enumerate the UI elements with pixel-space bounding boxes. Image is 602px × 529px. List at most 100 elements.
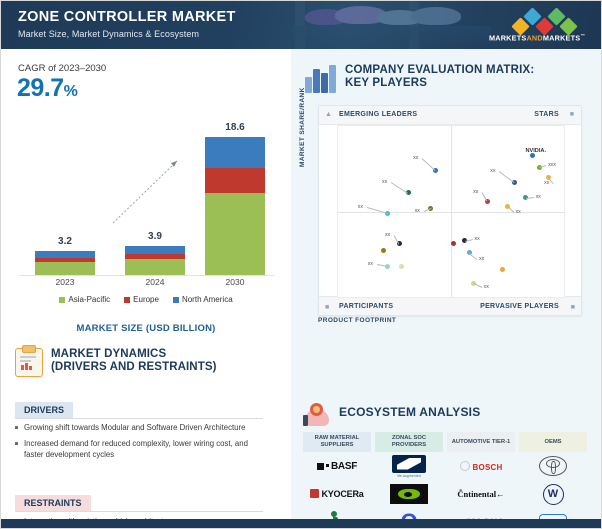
logo-trademark: ™ [580,33,586,38]
logo-continental: C̃ntinental← [457,489,505,499]
matrix-top-bar [319,106,581,125]
matrix-point[interactable] [380,248,386,254]
ecosystem-header-automotive-tier1: AUTOMOTIVE TIER-1 [447,432,515,452]
quadrant-label-participants: PARTICIPANTS [339,303,394,310]
ecosystem-title: ECOSYSTEM ANALYSIS [339,405,481,419]
legend-item-europe: Europe [124,295,159,304]
company-evaluation-matrix: ▲ ■ ■ ■ EMERGING LEADERS STARS PARTICIPA… [318,105,582,316]
legend-item-north-america: North America [172,295,233,304]
legend-label: Asia-Pacific [68,295,111,304]
x-label-1: 2024 [145,277,165,287]
bar-value-2030: 18.6 [225,122,245,133]
marketsandmarkets-logo: MARKETSANDMARKETS™ [485,7,589,43]
matrix-point-label: xx [382,178,388,185]
bars-icon: ■ [569,111,574,118]
matrix-point[interactable] [466,250,472,256]
bar-2023 [35,251,95,275]
footer-bar [1,519,601,528]
quadrant-label-emerging-leaders: EMERGING LEADERS [339,111,418,118]
matrix-point-label: xxx [548,162,556,169]
matrix-leader-line [468,252,478,260]
logo-text-mid: AND [526,33,543,43]
matrix-point-label: xx [515,209,521,216]
cagr-percent-sign: % [63,83,78,100]
legend-item-asia-pacific: Asia-Pacific [59,295,110,304]
x-label-0: 2023 [55,277,75,287]
market-dynamics-title-line2: (DRIVERS AND RESTRAINTS) [51,361,217,373]
cagr-number: 29.7 [17,74,64,102]
header-background-art [291,1,491,49]
ecosystem-column-oems: OEMS W gm [519,432,587,528]
right-column: COMPANY EVALUATION MATRIX: KEY PLAYERS ▲… [291,49,601,528]
market-dynamics-title: MARKET DYNAMICS (DRIVERS AND RESTRAINTS) [51,348,217,374]
logo-text-right: MARKETS [542,33,581,43]
logo-toyota [519,452,587,480]
x-label-2: 2030 [225,277,245,287]
network-icon: ■ [570,304,575,311]
logo-volkswagen: W [519,480,587,508]
bar-2024 [125,246,185,275]
matrix-point[interactable] [500,267,506,273]
chart-up-icon: ▲ [325,111,332,118]
bar-segment-north-america [125,246,185,255]
quadrant-label-stars: STARS [534,111,559,118]
ecosystem-header-zonal-soc: ZONAL SOC PROVIDERS [375,432,443,452]
matrix-point-label: xx [357,204,363,211]
legend-swatch [59,296,66,303]
matrix-x-axis-label: PRODUCT FOOTPRINT [318,317,397,324]
quadrant-label-pervasive-players: PERVASIVE PLAYERS [480,303,559,310]
legend-swatch [124,296,131,303]
logo-bosch: BOSCH [447,452,515,480]
matrix-point[interactable] [471,280,477,286]
matrix-point-label: xx [367,261,373,268]
market-size-bar-chart: 3.2 3.9 18.6 [19,111,275,276]
matrix-point[interactable] [450,241,456,247]
matrix-leader-line [473,283,482,289]
bar-segment-asia-pacific [35,262,95,275]
ecosystem-header-raw-material: RAW MATERIAL SUPPLIERS [303,432,371,452]
matrix-point-label: xx [490,168,496,175]
logo-nvidia [375,480,443,508]
matrix-point-label: xx [483,284,489,291]
matrix-point[interactable] [428,205,434,211]
bar-segment-north-america [205,137,265,169]
logo-basf: BASF [303,452,371,480]
legend-swatch [172,296,179,303]
ecosystem-column-automotive-tier1: AUTOMOTIVE TIER-1 BOSCH C̃ntinental← ▲MA… [447,432,515,528]
matrix-point-label: xx [544,180,550,187]
matrix-point[interactable] [398,263,404,269]
chart-baseline [19,275,275,276]
ecosystem-column-zonal-soc: ZONAL SOC PROVIDERS life.augmented Q [375,432,443,528]
matrix-point[interactable] [511,179,517,185]
drivers-badge: DRIVERS [15,402,74,418]
page-title: ZONE CONTROLLER MARKET [18,9,236,25]
nvidia-label: NVIDIA. [525,148,546,154]
logo-wordmark: MARKETSANDMARKETS™ [485,33,589,42]
matrix-leader-line [390,181,409,194]
matrix-title-line2: KEY PLAYERS [345,77,428,89]
clipboard-icon [15,345,43,377]
bar-value-2024: 3.9 [148,231,162,243]
restraints-badge: RESTRAINTS [15,495,91,511]
matrix-leader-line [498,171,515,184]
matrix-title-line1: COMPANY EVALUATION MATRIX: [345,64,535,76]
matrix-title: COMPANY EVALUATION MATRIX: KEY PLAYERS [345,64,534,90]
ecosystem-column-raw-material: RAW MATERIAL SUPPLIERS BASF KYOCERa [303,432,371,528]
matrix-point[interactable] [505,203,510,209]
matrix-point-label: xx [535,193,541,200]
matrix-horizontal-divider [338,211,564,213]
bar-building-icon [305,63,337,93]
matrix-point[interactable] [432,167,438,173]
matrix-point-label: xx [385,231,391,238]
bar-segment-asia-pacific [205,193,265,275]
matrix-plot-area: NVIDIA. xx xx xx xx xx xx xx xx xxx xx xx xx xx xx xx [337,125,565,298]
matrix-y-axis-label: MARKET SHARE/RANK [299,87,306,167]
driver-item: Increased demand for reduced complexity,… [15,438,263,460]
logo-kyocera: KYOCERa [303,480,371,508]
bar-segment-europe [205,168,265,194]
people-icon: ■ [325,304,330,311]
chart-legend: Asia-Pacific Europe North America [1,295,291,304]
matrix-point[interactable] [529,152,535,158]
matrix-point[interactable] [545,174,551,180]
